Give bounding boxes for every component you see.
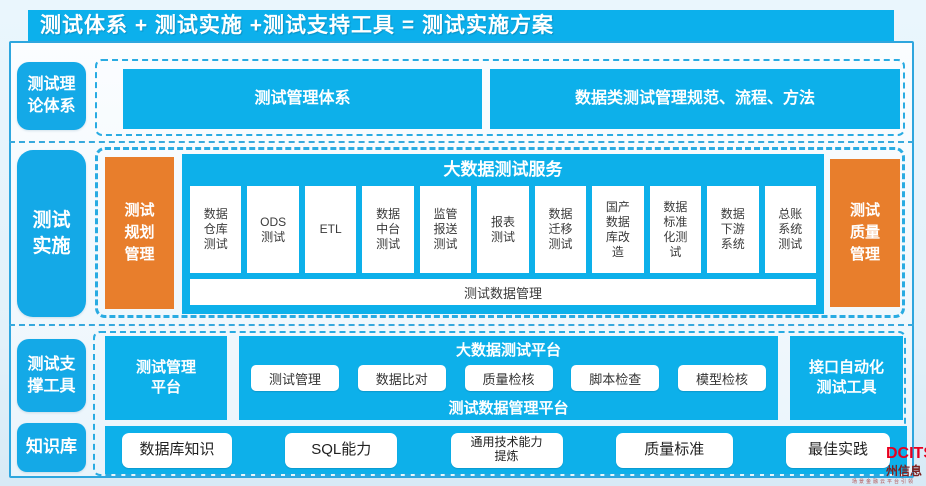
cell-data-downstream-system: 数据 下游 系统 — [707, 186, 759, 273]
knowledge-base-strip: 数据库知识 SQL能力 通用技术能力 提炼 质量标准 最佳实践 — [105, 426, 907, 474]
cell-regulatory-reporting-test: 监管 报送 测试 — [419, 186, 472, 273]
pill-data-comparison: 数据比对 — [357, 365, 446, 391]
cell-data-middle-platform-test: 数据 中台 测试 — [362, 186, 414, 273]
platform-panel-title: 大数据测试平台 — [455, 342, 561, 359]
cell-domestic-db-refit: 国产 数据 库改 造 — [592, 186, 644, 273]
sidebar-item-knowledge-base: 知识库 — [17, 423, 86, 472]
pill-test-management: 测试管理 — [251, 365, 339, 391]
sidebar-item-test-theory: 测试理 论体系 — [17, 62, 86, 130]
pill-quality-check: 质量检核 — [464, 365, 553, 391]
test-management-system-box: 测试管理体系 — [123, 69, 482, 129]
test-service-cells: 数据 仓库 测试 ODS 测试 ETL 数据 中台 测试 监管 报送 测试 报表… — [182, 186, 824, 273]
cell-data-migration-test: 数据 迁移 测试 — [534, 186, 587, 273]
test-theory-row: 测试管理体系 数据类测试管理规范、流程、方法 — [95, 59, 905, 136]
test-implementation-row: 测试 规划 管理 大数据测试服务 数据 仓库 测试 ODS 测试 ETL 数据 … — [95, 147, 905, 318]
support-tools-row: 测试管理 平台 大数据测试平台 测试管理 数据比对 质量检核 脚本检查 模型检核… — [93, 331, 907, 476]
kb-pill-sql-capability: SQL能力 — [285, 432, 398, 468]
kb-pill-best-practice: 最佳实践 — [786, 432, 890, 468]
test-data-management-platform-label: 测试数据管理平台 — [448, 400, 569, 417]
cell-data-standardization-test: 数据 标准 化测 试 — [649, 186, 702, 273]
kb-pill-database-knowledge: 数据库知识 — [122, 432, 232, 468]
dcits-logo: DCITS 州信息 — [886, 445, 926, 479]
sidebar-item-support-tools: 测试支 撑工具 — [17, 339, 86, 412]
dcits-logo-cjk: 州信息 — [886, 464, 923, 478]
pill-model-check: 模型检核 — [678, 365, 766, 391]
dashed-separator-top — [9, 141, 914, 143]
cell-general-ledger-test: 总账 系统 测试 — [764, 186, 816, 273]
bigdata-test-platform-panel: 大数据测试平台 测试管理 数据比对 质量检核 脚本检查 模型检核 测试数据管理平… — [239, 336, 778, 420]
platform-pills: 测试管理 数据比对 质量检核 脚本检查 模型检核 — [239, 365, 778, 391]
test-management-platform-box: 测试管理 平台 — [105, 336, 227, 420]
test-planning-box: 测试 规划 管理 — [105, 157, 174, 309]
service-panel-title: 大数据测试服务 — [443, 160, 563, 179]
dashed-separator-bottom — [9, 324, 914, 326]
pill-script-inspection: 脚本检查 — [571, 365, 660, 391]
test-quality-box: 测试 质量 管理 — [830, 159, 900, 307]
interface-automation-tool-box: 接口自动化 测试工具 — [790, 336, 903, 420]
data-test-spec-box: 数据类测试管理规范、流程、方法 — [490, 69, 900, 129]
cell-report-test: 报表 测试 — [477, 186, 529, 273]
cell-etl: ETL — [304, 186, 357, 273]
dcits-logo-letters: DCITS — [886, 445, 926, 462]
cell-ods-test: ODS 测试 — [247, 186, 299, 273]
kb-pill-general-tech-refining: 通用技术能力 提炼 — [450, 432, 563, 468]
cell-data-warehouse-test: 数据 仓库 测试 — [190, 186, 242, 273]
dcits-logo-caption: 场景金融云平台引领 — [852, 479, 916, 485]
slide-title: 测试体系 + 测试实施 +测试支持工具 = 测试实施方案 — [28, 10, 894, 41]
test-data-management-bar: 测试数据管理 — [190, 279, 816, 305]
kb-pill-quality-standard: 质量标准 — [615, 432, 733, 468]
sidebar-item-test-implementation: 测试 实施 — [17, 150, 86, 317]
bigdata-test-service-panel: 大数据测试服务 数据 仓库 测试 ODS 测试 ETL 数据 中台 测试 监管 … — [182, 154, 824, 314]
